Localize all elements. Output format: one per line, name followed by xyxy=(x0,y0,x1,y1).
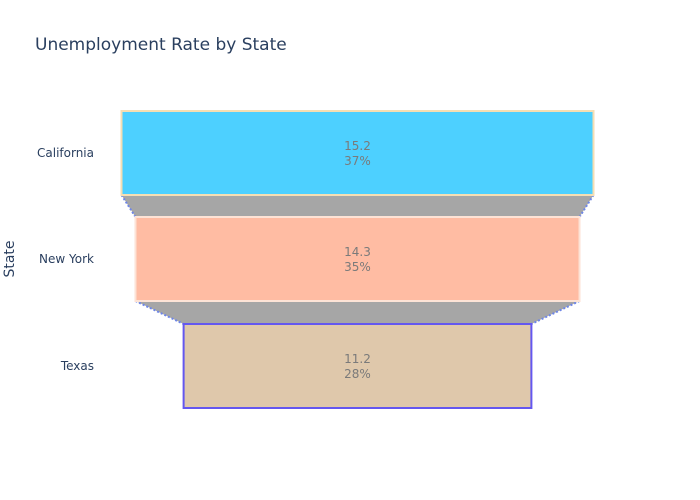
funnel-bar xyxy=(134,216,581,302)
value-label: 15.2 xyxy=(344,139,371,153)
value-label: 14.3 xyxy=(344,245,371,259)
funnel-bar xyxy=(120,110,595,196)
percent-label: 35% xyxy=(344,260,371,274)
funnel-connectors xyxy=(120,194,595,325)
funnel-connector-edge xyxy=(120,194,137,218)
funnel-connector-edge xyxy=(530,300,580,325)
y-tick-label: California xyxy=(37,146,94,160)
y-axis-ticks: California New York Texas xyxy=(37,146,94,373)
funnel-connector xyxy=(135,301,580,324)
y-tick-label: Texas xyxy=(60,359,94,373)
y-tick-label: New York xyxy=(39,252,94,266)
data-labels: 15.237% 14.335% 11.228% xyxy=(344,139,371,381)
funnel-connector-edge xyxy=(135,300,185,325)
percent-label: 28% xyxy=(344,367,371,381)
funnel-bars xyxy=(120,110,595,409)
value-label: 11.2 xyxy=(344,352,371,366)
percent-label: 37% xyxy=(344,154,371,168)
y-axis-label: State xyxy=(2,240,18,277)
funnel-bar xyxy=(182,323,533,409)
funnel-connector xyxy=(121,195,594,217)
funnel-connector-edge xyxy=(578,194,595,218)
chart-title: Unemployment Rate by State xyxy=(35,35,287,55)
